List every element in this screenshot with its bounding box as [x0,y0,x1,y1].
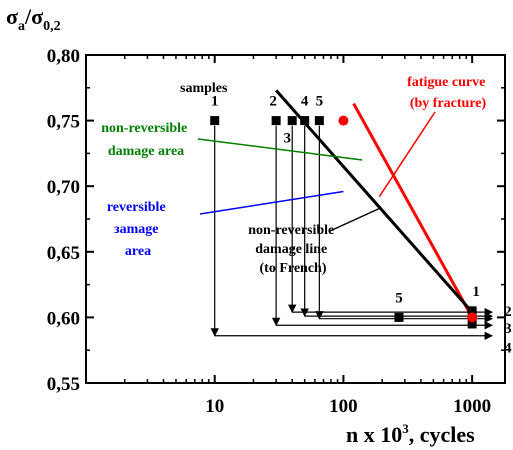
sample-marker [271,116,281,126]
sample-number-label: 4 [301,94,309,110]
y-tick-label: 0,80 [47,46,80,67]
non-reversible-area-line2: damage area [108,144,184,159]
tick-labels: 0,55 0,60 0,65 0,70 0,75 0,80 10 100 1000 [47,46,491,417]
y-tick-label: 0,65 [47,243,80,264]
y-label-sigma: σ [6,4,18,29]
trajectory-end-label: 2 [504,304,512,320]
damage-line-pointer [329,207,380,232]
series-lines [275,89,474,319]
fatigue-curve-label: fatigue curve (by fracture) [407,75,489,111]
sample-marker [210,116,220,126]
damage-line [275,89,474,314]
x-label-sup: 3 [402,421,409,436]
x-label-main: n x 10 [346,422,402,447]
fatigue-curve-line2: (by fracture) [410,96,487,111]
trajectory-end-label: 3 [504,321,512,337]
damage-line-line3: (to French) [260,261,327,276]
sample-number-label: 5 [395,290,403,306]
x-label-tail: , cycles [409,422,475,447]
samples-label: samples [180,81,228,96]
sample-marker [394,312,404,322]
y-tick-label: 0,60 [47,308,80,329]
reversible-area-line1: reversible [107,200,166,215]
reversible-area-pointer [199,190,344,215]
y-axis-label: σa/σ0,2 [6,4,61,34]
fatigue-curve-pointer [378,111,436,198]
y-label-slash-sigma: /σ [24,4,43,29]
sample-trajectories [210,125,493,340]
fatigue-point [338,115,349,126]
data-markers [210,115,478,329]
sample-marker [467,319,477,329]
y-tick-label: 0,70 [47,177,80,198]
x-tick-label: 100 [329,396,358,417]
x-tick-label: 10 [205,396,224,417]
sample-number-label: 1 [472,284,480,300]
sample-marker [467,306,477,316]
x-tick-label: 1000 [453,396,491,417]
reversible-area-line3: area [125,244,151,259]
y-label-sub-a: a [18,19,25,34]
fatigue-curve-line [352,102,474,319]
non-reversible-area-pointer [197,138,363,161]
fatigue-curve-line1: fatigue curve [407,75,485,90]
sample-marker [300,116,310,126]
non-reversible-area-label: non-reversible damage area [101,121,191,159]
y-label-sub-02: 0,2 [43,19,61,34]
damage-line-label: non-reversible damage line (to French) [248,223,338,276]
sample-number-label: 1 [211,94,219,110]
sample-number-label: 3 [283,131,291,147]
axis-ticks [86,54,505,384]
damage-line-line2: damage line [255,242,327,257]
reversible-area-label: reversible зamage area [107,200,169,259]
sample-number-label: 2 [269,94,277,110]
y-tick-label: 0,75 [47,112,80,133]
sample-marker [314,116,324,126]
x-axis-label: n x 103, cycles [346,421,475,447]
non-reversible-area-line1: non-reversible [101,121,187,136]
fatigue-point [467,312,478,323]
sample-number-label: 5 [316,94,324,110]
trajectory-end-label: 4 [504,341,512,357]
damage-line-line1: non-reversible [248,223,334,238]
annotation-pointers [197,111,436,232]
reversible-area-line2: зamage [114,222,159,237]
y-tick-label: 0,55 [47,374,80,395]
sample-marker [287,116,297,126]
